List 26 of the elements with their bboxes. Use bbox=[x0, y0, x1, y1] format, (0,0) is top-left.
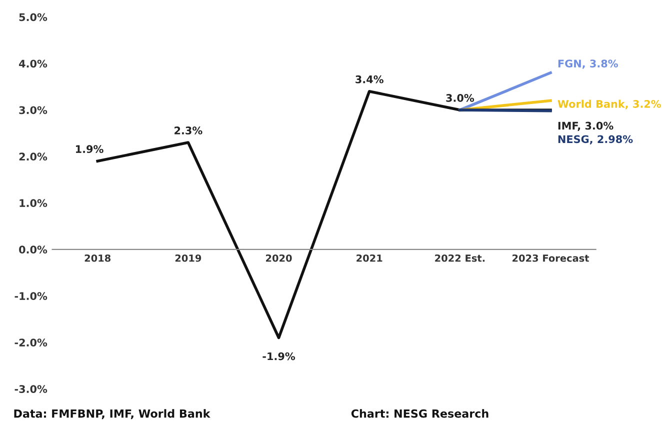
text: Chart: NESG Research bbox=[351, 409, 488, 418]
x-tick-label: 2022 Est. bbox=[435, 254, 485, 262]
x-tick-label: 2018 bbox=[84, 254, 111, 262]
series-label: IMF, 3.0% bbox=[558, 122, 614, 131]
series-label: World Bank, 3.2% bbox=[558, 100, 661, 110]
y-tick-label: 0.0% bbox=[19, 246, 48, 254]
y-tick-label: 1.0% bbox=[20, 199, 48, 208]
data-label: 1.9% bbox=[76, 145, 104, 154]
x-tick-label: 2020 bbox=[266, 254, 292, 262]
y-tick-label: 2.0% bbox=[19, 152, 48, 161]
x-tick-label: 2023 Forecast bbox=[512, 254, 590, 262]
text: Data: FMFBNP, IMF, World Bank bbox=[14, 409, 210, 420]
y-tick-label: 4.0% bbox=[19, 60, 48, 68]
y-tick-label: 3.0% bbox=[19, 106, 48, 114]
x-tick-label: 2021 bbox=[356, 254, 382, 262]
y-tick-label: -2.0% bbox=[14, 338, 48, 346]
x-tick-label: 2019 bbox=[175, 254, 202, 262]
data-label: 3.0% bbox=[446, 94, 474, 102]
y-tick-label: -3.0% bbox=[14, 385, 48, 393]
y-tick-label: -1.0% bbox=[14, 292, 48, 300]
series-label: FGN, 3.8% bbox=[558, 60, 618, 69]
text: NESG, 2.98% bbox=[558, 135, 633, 144]
y-tick-label: 5.0% bbox=[19, 13, 48, 22]
data-label: 3.4% bbox=[356, 75, 384, 84]
data-label: 2.3% bbox=[174, 126, 202, 134]
data-label: -1.9% bbox=[262, 352, 296, 360]
